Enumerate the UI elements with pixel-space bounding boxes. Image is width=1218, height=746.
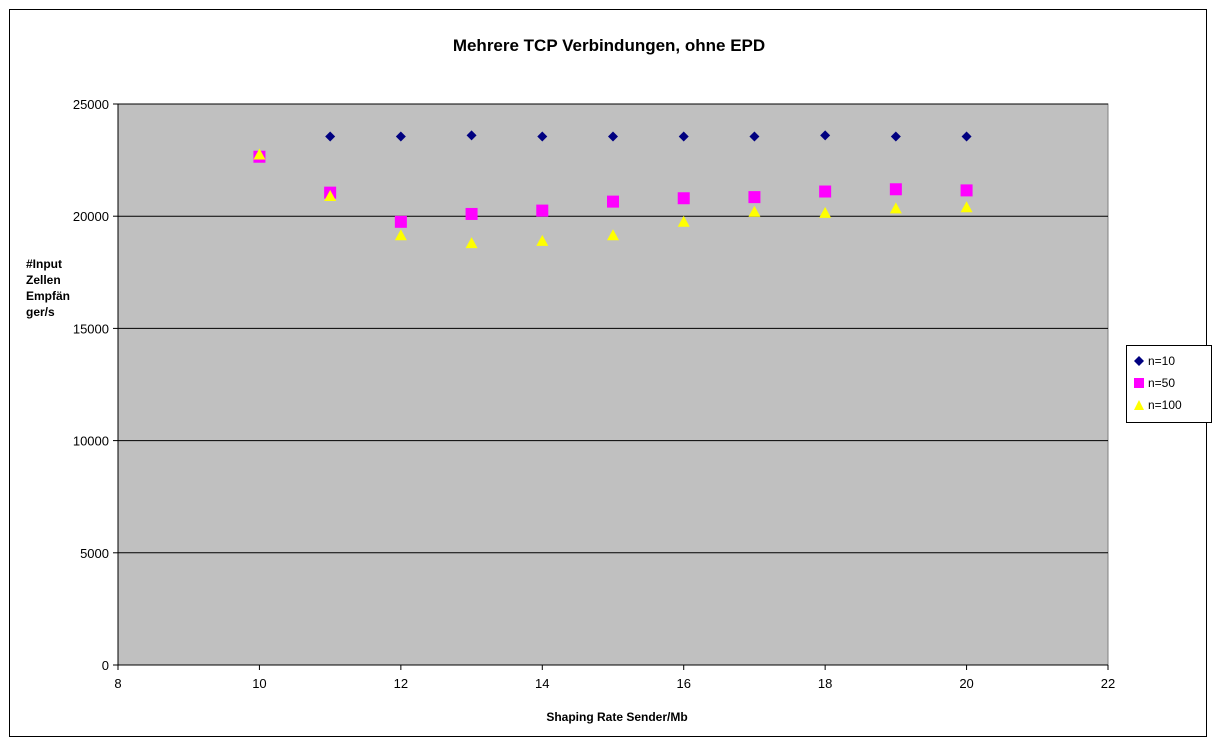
data-point-n50 bbox=[819, 185, 832, 198]
data-point-n100 bbox=[889, 202, 902, 214]
square-marker-icon bbox=[1133, 377, 1145, 389]
legend-item-n10: n=10 bbox=[1127, 350, 1211, 372]
chart-title: Mehrere TCP Verbindungen, ohne EPD bbox=[452, 36, 766, 55]
x-tick-label: 8 bbox=[114, 676, 121, 691]
y-axis-label: #Input Zellen Empfänger/s bbox=[26, 257, 71, 319]
data-point-n10 bbox=[678, 131, 689, 142]
data-point-n10 bbox=[749, 131, 760, 142]
y-tick-label: 25000 bbox=[73, 97, 109, 112]
data-point-n50 bbox=[748, 191, 761, 204]
diamond-marker-icon bbox=[1133, 355, 1145, 367]
x-tick-label: 18 bbox=[818, 676, 832, 691]
x-tick-label: 22 bbox=[1101, 676, 1115, 691]
data-point-n100 bbox=[819, 206, 832, 218]
data-point-n10 bbox=[325, 131, 336, 142]
data-point-n100 bbox=[748, 205, 761, 217]
data-point-n10 bbox=[820, 130, 831, 141]
y-tick-label: 5000 bbox=[80, 546, 109, 561]
data-point-n100 bbox=[253, 148, 266, 160]
legend-item-n50: n=50 bbox=[1127, 372, 1211, 394]
data-point-n100 bbox=[960, 201, 973, 213]
data-point-n50 bbox=[960, 184, 973, 197]
legend-label: n=50 bbox=[1148, 376, 1176, 390]
data-point-n10 bbox=[395, 131, 406, 142]
y-tick-label: 10000 bbox=[73, 434, 109, 449]
data-point-n10 bbox=[466, 130, 477, 141]
legend-label: n=10 bbox=[1148, 354, 1176, 368]
x-tick-label: 12 bbox=[394, 676, 408, 691]
x-axis-label: Shaping Rate Sender/Mb bbox=[546, 710, 688, 724]
data-point-n10 bbox=[608, 131, 618, 142]
data-point-n10 bbox=[537, 131, 548, 142]
y-tick-label: 20000 bbox=[73, 209, 109, 224]
x-tick-label: 14 bbox=[535, 676, 549, 691]
data-point-n50 bbox=[677, 192, 690, 205]
data-point-n50 bbox=[394, 215, 407, 228]
data-point-n100 bbox=[465, 237, 478, 249]
x-tick-label: 10 bbox=[252, 676, 266, 691]
data-point-n100 bbox=[536, 234, 549, 246]
legend: n=10 n=50 n=100 bbox=[1126, 345, 1212, 423]
y-tick-label: 0 bbox=[102, 658, 109, 673]
data-point-n50 bbox=[536, 204, 549, 217]
data-point-n100 bbox=[677, 215, 690, 227]
data-point-n50 bbox=[465, 207, 478, 220]
data-point-n10 bbox=[961, 131, 972, 142]
data-point-n50 bbox=[889, 183, 902, 196]
plot-area bbox=[117, 103, 1109, 666]
data-point-n100 bbox=[607, 229, 619, 241]
legend-label: n=100 bbox=[1148, 398, 1182, 412]
data-point-n10 bbox=[890, 131, 901, 142]
legend-item-n100: n=100 bbox=[1127, 394, 1211, 416]
data-point-n100 bbox=[324, 190, 337, 202]
y-tick-label: 15000 bbox=[73, 321, 109, 336]
x-tick-label: 20 bbox=[959, 676, 973, 691]
data-point-n100 bbox=[394, 229, 407, 241]
x-tick-label: 16 bbox=[676, 676, 690, 691]
data-point-n50 bbox=[607, 195, 619, 208]
triangle-marker-icon bbox=[1133, 399, 1145, 411]
